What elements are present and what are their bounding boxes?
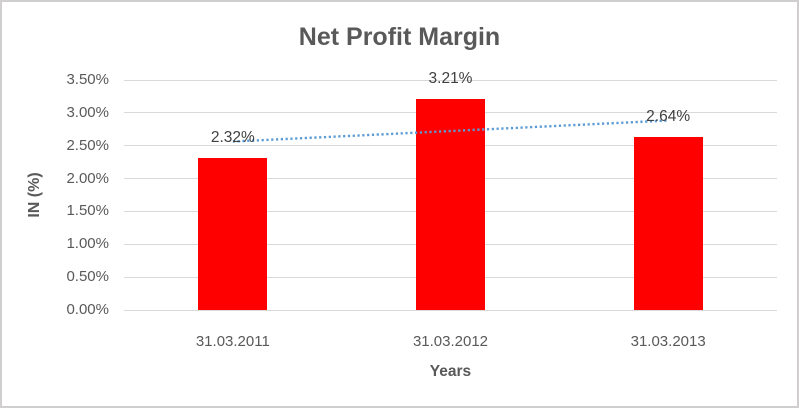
y-tick-label: 1.50% (66, 202, 109, 220)
data-label: 3.21% (428, 70, 473, 88)
x-tick-label: 31.03.2012 (412, 333, 489, 350)
y-tick-label: 0.00% (66, 301, 109, 318)
x-axis-title: Years (429, 363, 472, 380)
gridline (124, 309, 777, 311)
y-tick-label: 0.50% (66, 268, 109, 286)
y-tick-label: 3.50% (66, 71, 109, 88)
data-label: 2.32% (210, 128, 255, 146)
x-tick-label: 31.03.2013 (630, 333, 706, 350)
data-label: 2.64% (646, 107, 691, 125)
y-tick-label: 2.50% (66, 136, 109, 154)
gridline (124, 79, 777, 81)
bar-31.03.2012 (416, 99, 485, 310)
bar-31.03.2011 (198, 157, 268, 310)
y-tick-label: 1.00% (66, 235, 109, 253)
y-tick-label: 2.00% (66, 169, 109, 187)
bar-31.03.2013 (633, 136, 703, 310)
chart-title: Net Profit Margin (298, 23, 501, 51)
y-tick-label: 3.00% (66, 103, 109, 121)
x-tick-label: 31.03.2011 (195, 333, 270, 350)
